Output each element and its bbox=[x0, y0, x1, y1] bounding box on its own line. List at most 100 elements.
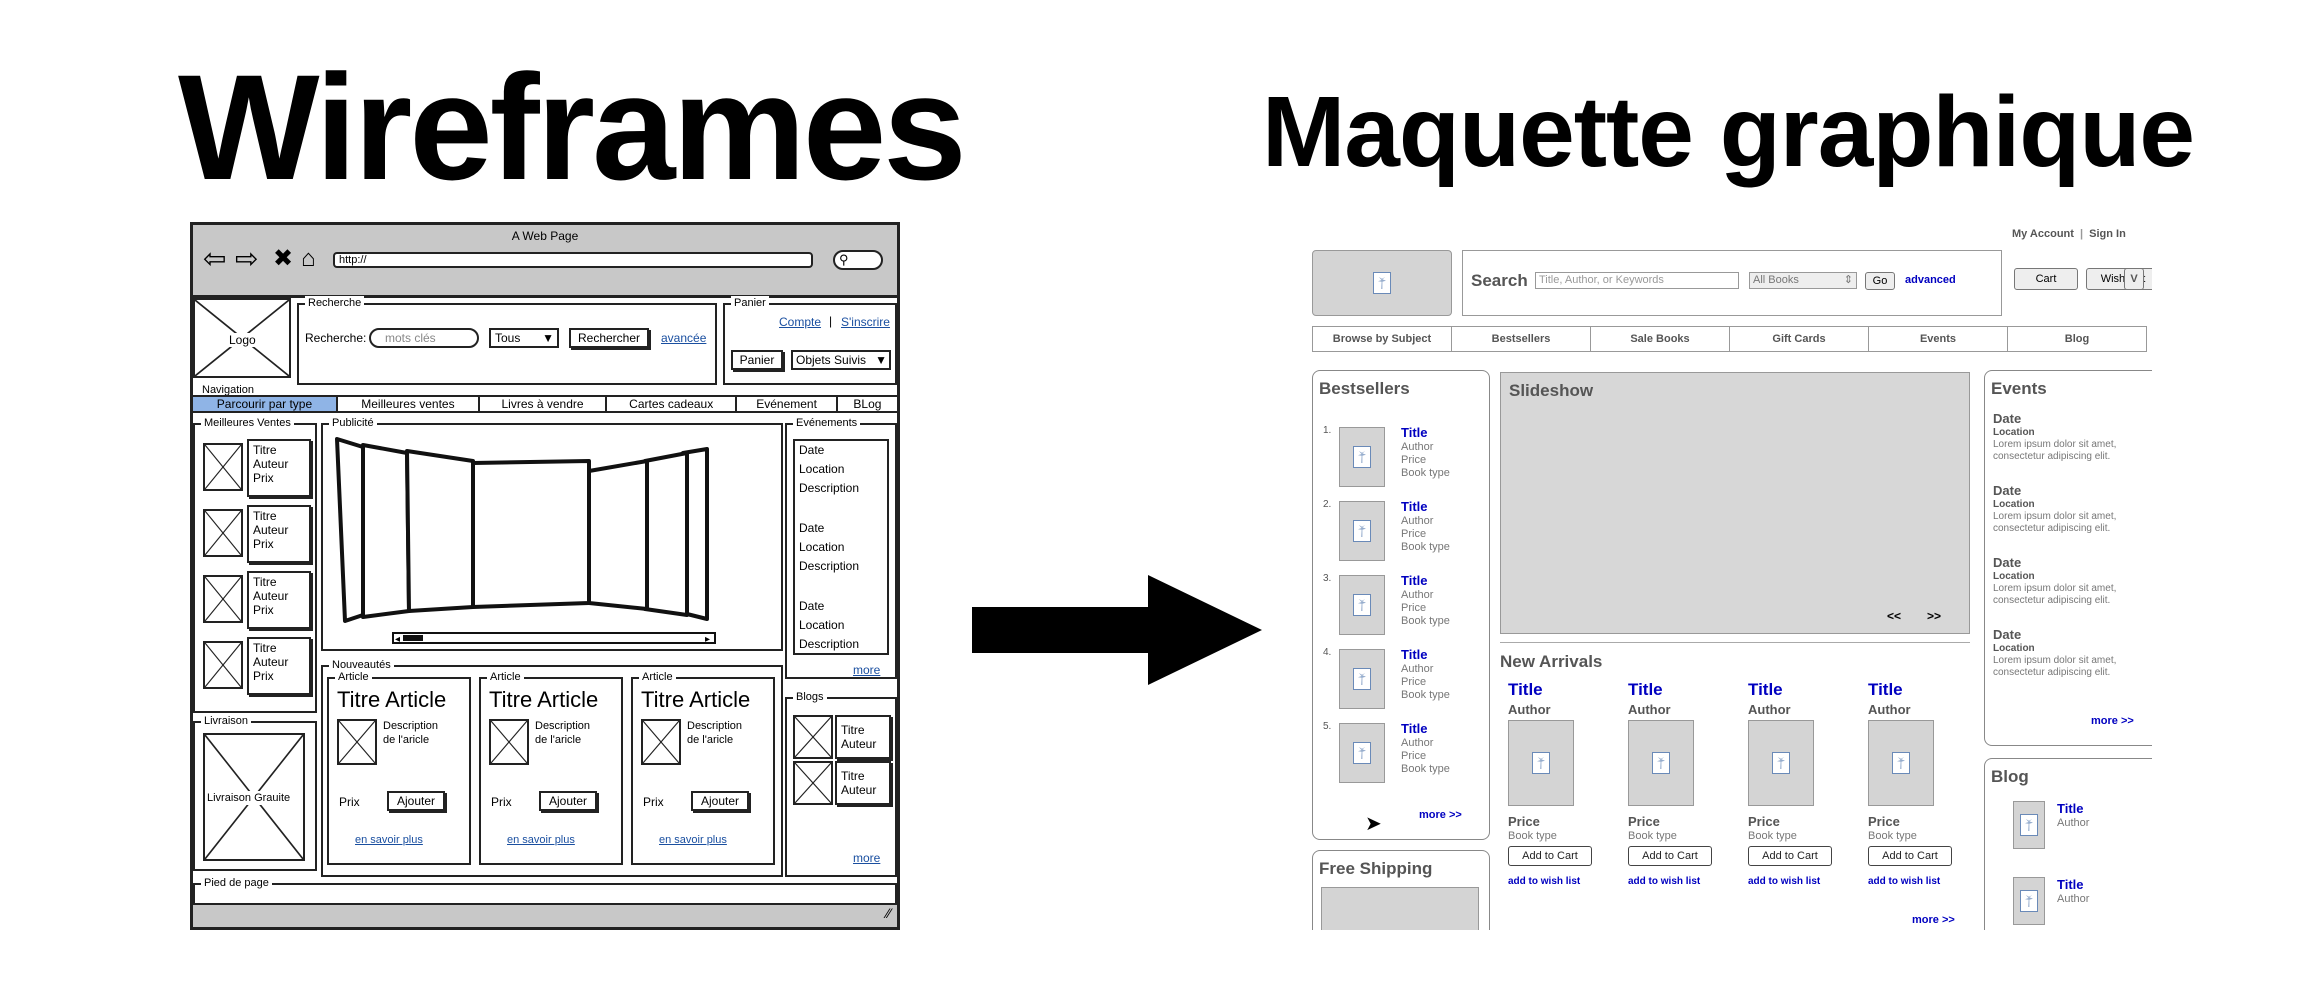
stop-icon[interactable]: ✖ bbox=[273, 245, 294, 272]
wf-search-input[interactable]: mots clés bbox=[369, 328, 479, 348]
image-placeholder-icon bbox=[2020, 814, 2038, 836]
mk-nav-item[interactable]: Bestsellers bbox=[1452, 327, 1591, 351]
image-placeholder-icon bbox=[1892, 752, 1910, 774]
mk-book-title-link[interactable]: Title bbox=[1401, 425, 1428, 440]
sign-in-link[interactable]: Sign In bbox=[2089, 228, 2126, 240]
wf-compte-link[interactable]: Compte bbox=[779, 315, 822, 329]
mk-arrival-title-link[interactable]: Title bbox=[1748, 680, 1783, 699]
wf-rechercher-button[interactable]: Rechercher bbox=[569, 328, 649, 348]
wf-avancee-link[interactable]: avancée bbox=[661, 331, 707, 345]
wf-nav-item[interactable]: Livres à vendre bbox=[480, 397, 608, 411]
wf-objets-select[interactable]: Objets Suivis ▼ bbox=[791, 350, 891, 370]
wf-nav-item[interactable]: Parcourir par type bbox=[193, 397, 338, 411]
mk-arrival-title-link[interactable]: Title bbox=[1628, 680, 1663, 699]
my-account-link[interactable]: My Account bbox=[2012, 228, 2074, 240]
mk-arrivals-more-link[interactable]: more >> bbox=[1912, 914, 1955, 926]
wf-nav-item[interactable]: BLog bbox=[853, 397, 882, 411]
mk-book-title-link[interactable]: Title bbox=[1401, 647, 1428, 662]
wf-blog-card[interactable]: Titre Auteur bbox=[835, 715, 891, 759]
mk-blog-title-link[interactable]: Title bbox=[2057, 801, 2084, 816]
wf-url-field[interactable]: http:// bbox=[333, 252, 813, 268]
mk-wish-list-link[interactable]: add to wish list bbox=[1628, 876, 1701, 887]
wf-ajouter-button[interactable]: Ajouter bbox=[387, 791, 445, 811]
wf-article-thumb bbox=[337, 719, 377, 765]
mk-v-button[interactable]: V bbox=[2124, 268, 2144, 290]
image-placeholder-icon bbox=[1353, 446, 1371, 468]
mk-bestsellers: Bestsellers 1. Title Author Price Book type 2… bbox=[1312, 370, 1490, 840]
mk-events-more-link[interactable]: more >> bbox=[2091, 715, 2134, 727]
wf-blogs-more-link[interactable]: more bbox=[853, 851, 881, 865]
mk-search-input[interactable]: Title, Author, or Keywords bbox=[1535, 272, 1739, 289]
wf-recherche-group: Recherche Recherche: mots clés Tous ▼ Rec… bbox=[297, 296, 717, 385]
image-placeholder-icon bbox=[2020, 890, 2038, 912]
wf-savoir-plus-link[interactable]: en savoir plus bbox=[507, 834, 575, 846]
wf-ajouter-button[interactable]: Ajouter bbox=[539, 791, 597, 811]
mk-advanced-link[interactable]: advanced bbox=[1905, 274, 1956, 286]
mk-wish-list-link[interactable]: add to wish list bbox=[1868, 876, 1941, 887]
mk-books-select[interactable]: All Books ⇕ bbox=[1749, 272, 1857, 289]
wf-book-card[interactable]: Titre Auteur Prix bbox=[247, 505, 311, 563]
mk-book-title-link[interactable]: Title bbox=[1401, 573, 1428, 588]
wf-event-line: Location bbox=[799, 462, 845, 476]
home-icon[interactable]: ⌂ bbox=[301, 245, 316, 272]
mk-arrival-title-link[interactable]: Title bbox=[1508, 680, 1543, 699]
mk-book-cover bbox=[1339, 427, 1385, 487]
mk-add-to-cart-button[interactable]: Add to Cart bbox=[1628, 846, 1712, 866]
mk-wish-list-link[interactable]: add to wish list bbox=[1508, 876, 1581, 887]
mk-nav-item[interactable]: Browse by Subject bbox=[1313, 327, 1452, 351]
search-icon[interactable]: ⚲ bbox=[833, 250, 883, 270]
wf-panier-button[interactable]: Panier bbox=[731, 350, 783, 370]
wf-blog-card[interactable]: Titre Auteur bbox=[835, 761, 891, 805]
mk-nav-item[interactable]: Gift Cards bbox=[1730, 327, 1869, 351]
mk-nav: Browse by Subject Bestsellers Sale Books Gi… bbox=[1312, 326, 2147, 352]
wf-page-title: A Web Page bbox=[511, 229, 579, 243]
wf-book-card[interactable]: Titre Auteur Prix bbox=[247, 571, 311, 629]
chevron-down-icon: ▼ bbox=[542, 331, 554, 345]
mk-wish-list-link[interactable]: add to wish list bbox=[1748, 876, 1821, 887]
wf-blog-thumb bbox=[793, 761, 833, 805]
wf-thumb bbox=[203, 641, 243, 689]
forward-arrow-icon[interactable]: ⇨ bbox=[235, 243, 259, 274]
wf-ajouter-button[interactable]: Ajouter bbox=[691, 791, 749, 811]
wf-meilleures-group: Meilleures Ventes Titre Auteur Prix Titre Au… bbox=[193, 416, 317, 713]
wf-search-select[interactable]: Tous ▼ bbox=[489, 328, 559, 348]
image-placeholder-icon bbox=[1353, 594, 1371, 616]
wf-book-card[interactable]: Titre Auteur Prix bbox=[247, 439, 311, 497]
mk-slide-prev[interactable]: << bbox=[1887, 609, 1902, 623]
wf-status-bar: ⁄⁄ bbox=[193, 903, 897, 927]
mk-nav-item[interactable]: Sale Books bbox=[1591, 327, 1730, 351]
image-placeholder-icon bbox=[1772, 752, 1790, 774]
wf-events-more-link[interactable]: more bbox=[853, 663, 881, 677]
wf-nav-item[interactable]: Meilleures ventes bbox=[338, 397, 480, 411]
mk-arrival-title-link[interactable]: Title bbox=[1868, 680, 1903, 699]
browser-bar: A Web Page ⇦ ⇨ ✖ ⌂ http:// ⚲ bbox=[193, 225, 897, 298]
wf-savoir-plus-link[interactable]: en savoir plus bbox=[355, 834, 423, 846]
mk-book-cover bbox=[1339, 649, 1385, 709]
image-placeholder-icon bbox=[1652, 752, 1670, 774]
resize-grip-icon[interactable]: ⁄⁄ bbox=[886, 905, 891, 921]
mk-book-title-link[interactable]: Title bbox=[1401, 499, 1428, 514]
mk-nav-item[interactable]: Events bbox=[1869, 327, 2008, 351]
mk-blog-title-link[interactable]: Title bbox=[2057, 877, 2084, 892]
mk-add-to-cart-button[interactable]: Add to Cart bbox=[1868, 846, 1952, 866]
wf-event-line: Description bbox=[799, 559, 860, 573]
mk-add-to-cart-button[interactable]: Add to Cart bbox=[1508, 846, 1592, 866]
wf-inscrire-link[interactable]: S'inscrire bbox=[841, 315, 890, 329]
wf-book-card[interactable]: Titre Auteur Prix bbox=[247, 637, 311, 695]
back-arrow-icon[interactable]: ⇦ bbox=[203, 243, 227, 274]
mk-arrival-cover bbox=[1508, 720, 1574, 806]
mk-slideshow: Slideshow << >> bbox=[1500, 372, 1970, 634]
mk-book-title-link[interactable]: Title bbox=[1401, 721, 1428, 736]
wf-savoir-plus-link[interactable]: en savoir plus bbox=[659, 834, 727, 846]
mk-book-cover bbox=[1339, 575, 1385, 635]
mk-go-button[interactable]: Go bbox=[1865, 272, 1895, 290]
maquette-title: Maquette graphique bbox=[1262, 76, 2195, 188]
wf-nav-item[interactable]: Evénement bbox=[737, 397, 838, 411]
wf-article-title: Titre Article bbox=[489, 687, 599, 712]
wf-nav-item[interactable]: Cartes cadeaux bbox=[607, 397, 738, 411]
mk-bestsellers-more-link[interactable]: more >> bbox=[1419, 809, 1462, 821]
mk-add-to-cart-button[interactable]: Add to Cart bbox=[1748, 846, 1832, 866]
mk-cart-button[interactable]: Cart bbox=[2014, 268, 2078, 290]
mk-nav-item[interactable]: Blog bbox=[2064, 333, 2090, 345]
mk-slide-next[interactable]: >> bbox=[1927, 609, 1942, 623]
